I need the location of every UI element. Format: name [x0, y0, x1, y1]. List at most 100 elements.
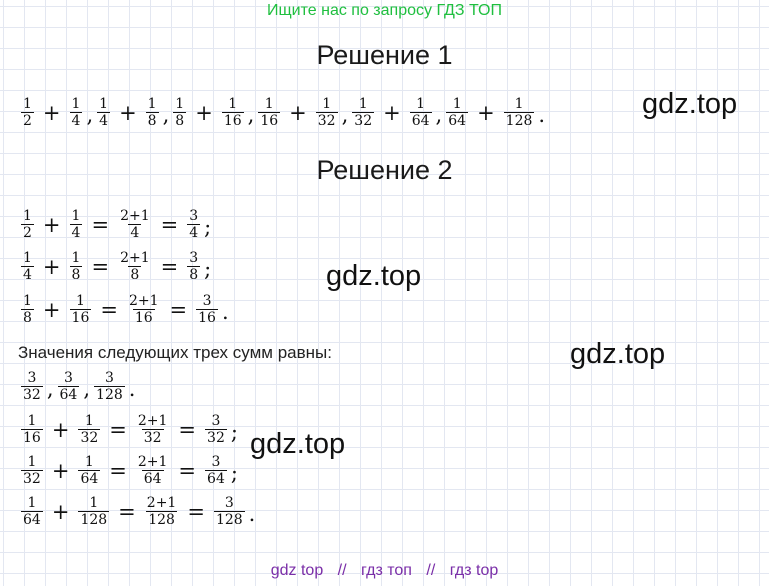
fraction-denominator: 8 [69, 266, 83, 283]
fraction: 2+1 4 [118, 208, 152, 241]
fraction-denominator: 64 [57, 386, 80, 403]
fraction-denominator: 128 [78, 511, 110, 528]
fraction: 3 32 [21, 370, 43, 403]
punctuation: . [248, 502, 256, 526]
plus-sign: + [42, 297, 61, 322]
fraction-numerator: 1 [84, 454, 94, 470]
punctuation: ; [204, 215, 212, 239]
fraction-numerator: 1 [99, 96, 109, 112]
fraction-denominator: 32 [78, 429, 101, 446]
fraction-denominator: 64 [205, 470, 227, 487]
fraction-denominator: 4 [21, 266, 34, 283]
equals-sign: = [109, 417, 127, 442]
footer-link-3[interactable]: гдз top [449, 562, 499, 579]
fraction-numerator: 3 [211, 454, 221, 470]
equation-line-2: 1 2 +1 4 = 2+1 4 = 3 4; [18, 208, 212, 241]
fraction-denominator: 2 [21, 224, 34, 241]
fraction: 3 16 [196, 293, 218, 326]
fraction: 1 16 [258, 96, 281, 129]
equation-line-7: 1 32 +1 64 = 2+1 64 = 3 64; [18, 454, 239, 487]
footer-link-2[interactable]: гдз топ [361, 562, 412, 579]
fraction-denominator: 8 [128, 266, 142, 283]
fraction-numerator: 2+1 [137, 413, 168, 429]
fraction: 3 64 [205, 454, 227, 487]
equals-sign: = [109, 458, 127, 483]
fraction-numerator: 1 [71, 208, 81, 224]
fraction: 1 32 [78, 413, 101, 446]
fraction-denominator: 2 [21, 112, 34, 129]
equals-sign: = [100, 297, 118, 322]
fraction: 1 64 [78, 454, 101, 487]
fraction-numerator: 2+1 [146, 495, 177, 511]
fraction-numerator: 1 [514, 96, 524, 112]
solution-1-title: Решение 1 [316, 40, 453, 70]
sums-description: Значения следующих трех сумм равны: [18, 343, 332, 362]
fraction-numerator: 1 [84, 413, 94, 429]
fraction-numerator: 2+1 [128, 293, 159, 309]
footer-separator: // [426, 562, 436, 579]
fraction-numerator: 1 [23, 96, 32, 112]
fraction-numerator: 3 [202, 293, 212, 309]
equals-sign: = [178, 417, 197, 442]
equation-line-6: 1 16 +1 32 = 2+1 32 = 3 32; [18, 413, 239, 446]
punctuation: , [341, 103, 349, 127]
punctuation: , [86, 103, 94, 127]
top-search-link[interactable]: Ищите нас по запросу ГДЗ ТОП [267, 2, 502, 19]
fraction-numerator: 3 [224, 495, 234, 511]
fraction: 1 128 [503, 96, 535, 129]
fraction-numerator: 1 [147, 96, 157, 112]
fraction: 1 32 [352, 96, 375, 129]
fraction: 1 16 [69, 293, 92, 326]
footer-link-1[interactable]: gdz top [270, 562, 324, 579]
fraction-numerator: 1 [75, 293, 85, 309]
fraction-numerator: 1 [71, 250, 81, 266]
punctuation: ; [230, 461, 238, 485]
fraction: 1 32 [315, 96, 338, 129]
fraction-numerator: 1 [23, 208, 32, 224]
equation-line-1: 1 2 +1 4, 1 4 +1 8, 1 8 +1 16, 1 16 +1 32, 1 32 +1 64, 1 64 +1… [18, 96, 546, 129]
fraction-numerator: 1 [27, 413, 37, 429]
equation-line-4: 1 8 +1 16 = 2+1 16 = 3 16. [18, 293, 230, 326]
fraction-denominator: 32 [21, 470, 43, 487]
equals-sign: = [160, 254, 179, 279]
fraction-denominator: 16 [69, 309, 92, 326]
punctuation: , [435, 103, 443, 127]
fraction-denominator: 32 [141, 429, 164, 446]
equals-sign: = [187, 499, 205, 524]
fraction-numerator: 1 [358, 96, 368, 112]
fraction-numerator: 3 [211, 413, 221, 429]
watermark: gdz.top [250, 428, 346, 460]
plus-sign: + [477, 100, 495, 125]
watermark: gdz.top [326, 260, 422, 292]
punctuation: . [221, 300, 229, 324]
fraction: 2+1 128 [145, 495, 179, 528]
fraction-denominator: 8 [145, 112, 159, 129]
equation-line-3: 1 4 +1 8 = 2+1 8 = 3 8; [18, 250, 212, 283]
fraction: 1 64 [446, 96, 469, 129]
fraction-denominator: 64 [78, 470, 101, 487]
fraction-denominator: 4 [128, 224, 142, 241]
fraction-denominator: 16 [132, 309, 155, 326]
fraction: 1 64 [409, 96, 432, 129]
fraction-numerator: 3 [189, 250, 199, 266]
fraction-denominator: 128 [503, 112, 535, 129]
fraction-numerator: 2+1 [120, 250, 150, 266]
plus-sign: + [195, 100, 213, 125]
fraction-numerator: 1 [416, 96, 426, 112]
plus-sign: + [51, 499, 70, 524]
solution-2-title: Решение 2 [316, 155, 453, 185]
fraction: 2+1 8 [118, 250, 152, 283]
fraction-denominator: 32 [352, 112, 375, 129]
fraction-denominator: 16 [196, 309, 218, 326]
fraction-denominator: 16 [21, 429, 43, 446]
equation-line-8: 1 64 +1 128 = 2+1 128 = 3 128. [18, 495, 256, 528]
fraction-denominator: 64 [446, 112, 469, 129]
plus-sign: + [42, 212, 61, 237]
equals-sign: = [160, 212, 179, 237]
